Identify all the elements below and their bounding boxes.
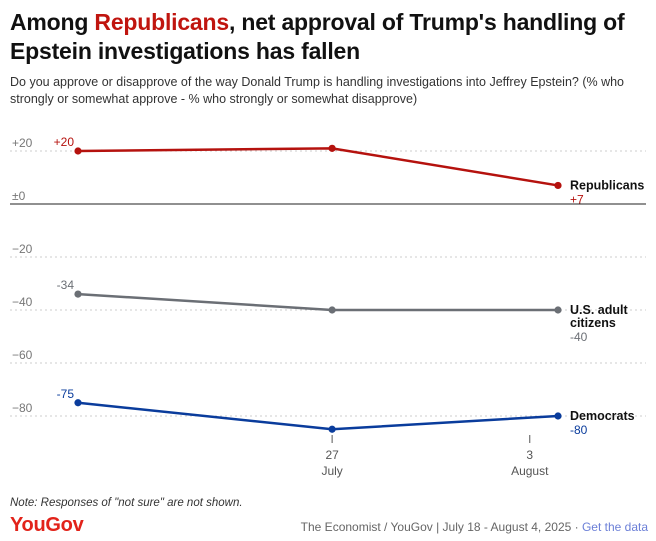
title-suffix: , net approval of Trump's handling of Ep… [10, 9, 625, 64]
series-name-label: Republicans [570, 178, 644, 192]
end-value-label: -80 [570, 423, 588, 437]
y-tick-label: +20 [12, 136, 33, 150]
source-text: The Economist / YouGov | July 18 - Augus… [300, 520, 582, 534]
y-tick-label: −40 [12, 295, 33, 309]
start-value-label: +20 [54, 135, 75, 149]
data-point-adults [554, 306, 562, 314]
title-prefix: Among [10, 9, 95, 35]
data-point-republicans [74, 147, 82, 155]
x-tick-day: 3 [526, 448, 533, 462]
x-tick-day: 27 [325, 448, 339, 462]
y-tick-label: ±0 [12, 189, 26, 203]
y-tick-label: −20 [12, 242, 33, 256]
series-line-adults [76, 292, 560, 312]
data-point-adults [328, 306, 336, 314]
data-point-democrats [554, 412, 562, 420]
source-credit: The Economist / YouGov | July 18 - Augus… [301, 520, 648, 534]
x-tick-month: July [321, 464, 342, 478]
get-the-data-link[interactable]: Get the data [581, 520, 648, 534]
chart-subtitle: Do you approve or disapprove of the way … [10, 75, 625, 106]
data-point-republicans [328, 144, 336, 152]
data-point-democrats [74, 399, 82, 407]
data-point-republicans [554, 181, 562, 190]
series-line-republicans [76, 147, 560, 187]
x-tick-month: August [511, 464, 549, 478]
series-name-label: Democrats [570, 409, 635, 423]
data-point-democrats [328, 425, 336, 433]
start-value-label: -75 [57, 387, 75, 401]
series-name-label: citizens [570, 316, 616, 330]
title-highlight: Republicans [94, 9, 229, 35]
start-value-label: -34 [57, 278, 75, 292]
end-value-label: +7 [570, 192, 584, 206]
footnote: Note: Responses of "not sure" are not sh… [10, 497, 243, 509]
y-tick-label: −60 [12, 348, 33, 362]
yougov-logo: YouGov [10, 514, 84, 536]
series-name-label: U.S. adult [570, 303, 628, 317]
end-value-label: -40 [570, 330, 588, 344]
data-point-adults [74, 290, 82, 298]
y-tick-label: −80 [12, 401, 33, 415]
chart-title: Among Republicans, net approval of Trump… [10, 8, 650, 66]
